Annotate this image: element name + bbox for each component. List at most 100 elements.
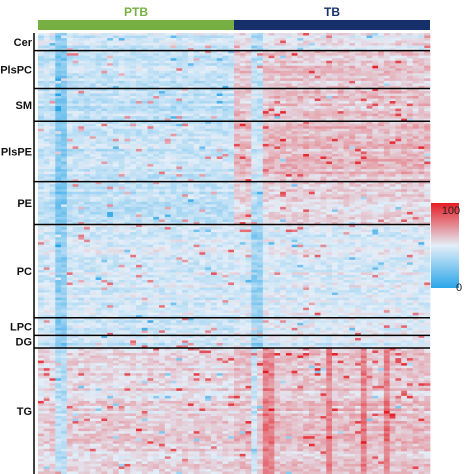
heatmap-cell [372,93,379,97]
heatmap-cell [239,211,246,215]
heatmap-cell [406,153,414,157]
heatmap-cell [136,153,143,157]
heatmap-cell [245,194,252,198]
heatmap-cell [182,45,189,49]
heatmap-cell [187,58,194,62]
heatmap-cell [72,126,79,130]
heatmap-cell [389,83,396,87]
heatmap-cell [308,189,316,193]
heatmap-cell [107,153,114,157]
heatmap-cell [199,214,206,218]
heatmap-cell [210,148,218,152]
heatmap-cell [101,43,108,46]
heatmap-cell [101,136,108,140]
heatmap-cell [101,121,108,125]
heatmap-cell [170,131,177,135]
heatmap-cell [395,90,402,94]
heatmap-cell [112,174,120,177]
heatmap-cell [72,60,79,64]
heatmap-cell [234,181,241,185]
heatmap-cell [66,93,73,97]
heatmap-cell [389,40,396,44]
heatmap-cell [297,169,304,172]
heatmap-cell [141,98,148,102]
heatmap-cell [308,151,316,155]
heatmap-cell [205,93,212,97]
heatmap-cell [153,60,160,64]
heatmap-cell [262,58,269,62]
heatmap-cell [418,48,425,51]
heatmap-cell [95,196,102,200]
heatmap-cell [262,63,269,67]
heatmap-cell [210,179,218,183]
heatmap-cell [228,164,235,167]
heatmap-cell [147,206,154,210]
heatmap-cell [378,199,385,203]
heatmap-cell [245,174,252,177]
heatmap-cell [89,169,96,172]
heatmap-cell [61,38,68,41]
heatmap-cell [234,108,241,112]
heatmap-cell [314,75,321,79]
heatmap-cell [401,151,408,155]
heatmap-cell [176,60,183,64]
heatmap-cell [216,126,223,130]
heatmap-cell [228,75,235,79]
heatmap-cell [389,186,396,190]
heatmap-cell [251,78,258,82]
heatmap-cell [222,88,229,92]
heatmap-cell [159,211,166,215]
heatmap-cell [210,169,218,172]
heatmap-cell [297,201,304,205]
heatmap-cell [326,48,333,51]
heatmap-cell [412,88,419,92]
heatmap-cell [418,211,425,215]
heatmap-cell [280,80,287,84]
heatmap-cell [164,40,171,44]
heatmap-cell [389,85,396,89]
heatmap-cell [164,164,171,167]
heatmap-cell [170,93,177,97]
heatmap-cell [107,216,114,220]
heatmap-cell [280,78,287,82]
heatmap-cell [170,58,177,62]
heatmap-cell [78,126,85,130]
heatmap-cell [383,98,390,102]
heatmap-cell [193,181,200,185]
heatmap-cell [285,148,292,152]
heatmap-cell [372,85,379,89]
heatmap-cell [274,118,281,122]
heatmap-cell [112,33,120,36]
heatmap-cell [49,63,56,67]
heatmap-cell [89,146,96,150]
heatmap-cell [228,151,235,155]
heatmap-cell [291,101,298,104]
heatmap-cell [210,171,218,175]
heatmap-cell [84,116,91,120]
heatmap-cell [118,55,125,59]
heatmap-cell [228,146,235,150]
heatmap-cell [366,121,373,125]
heatmap-cell [118,148,125,152]
heatmap-cell [199,174,206,177]
heatmap-cell [285,121,292,125]
heatmap-cell [360,206,367,210]
heatmap-cell [320,48,327,51]
heatmap-cell [55,116,62,120]
heatmap-cell [349,70,356,74]
heatmap-cell [383,141,390,145]
heatmap-cell [251,90,258,94]
heatmap-cell [412,169,419,172]
heatmap-cell [320,164,327,167]
heatmap-cell [43,68,50,72]
heatmap-cell [297,50,304,54]
heatmap-cell [147,45,154,49]
heatmap-cell [38,156,45,160]
heatmap-cell [222,113,229,117]
heatmap-cell [308,204,316,208]
heatmap-cell [268,106,275,109]
heatmap-cell [245,78,252,82]
heatmap-cell [55,96,62,99]
heatmap-cell [389,43,396,46]
heatmap-cell [38,161,45,165]
